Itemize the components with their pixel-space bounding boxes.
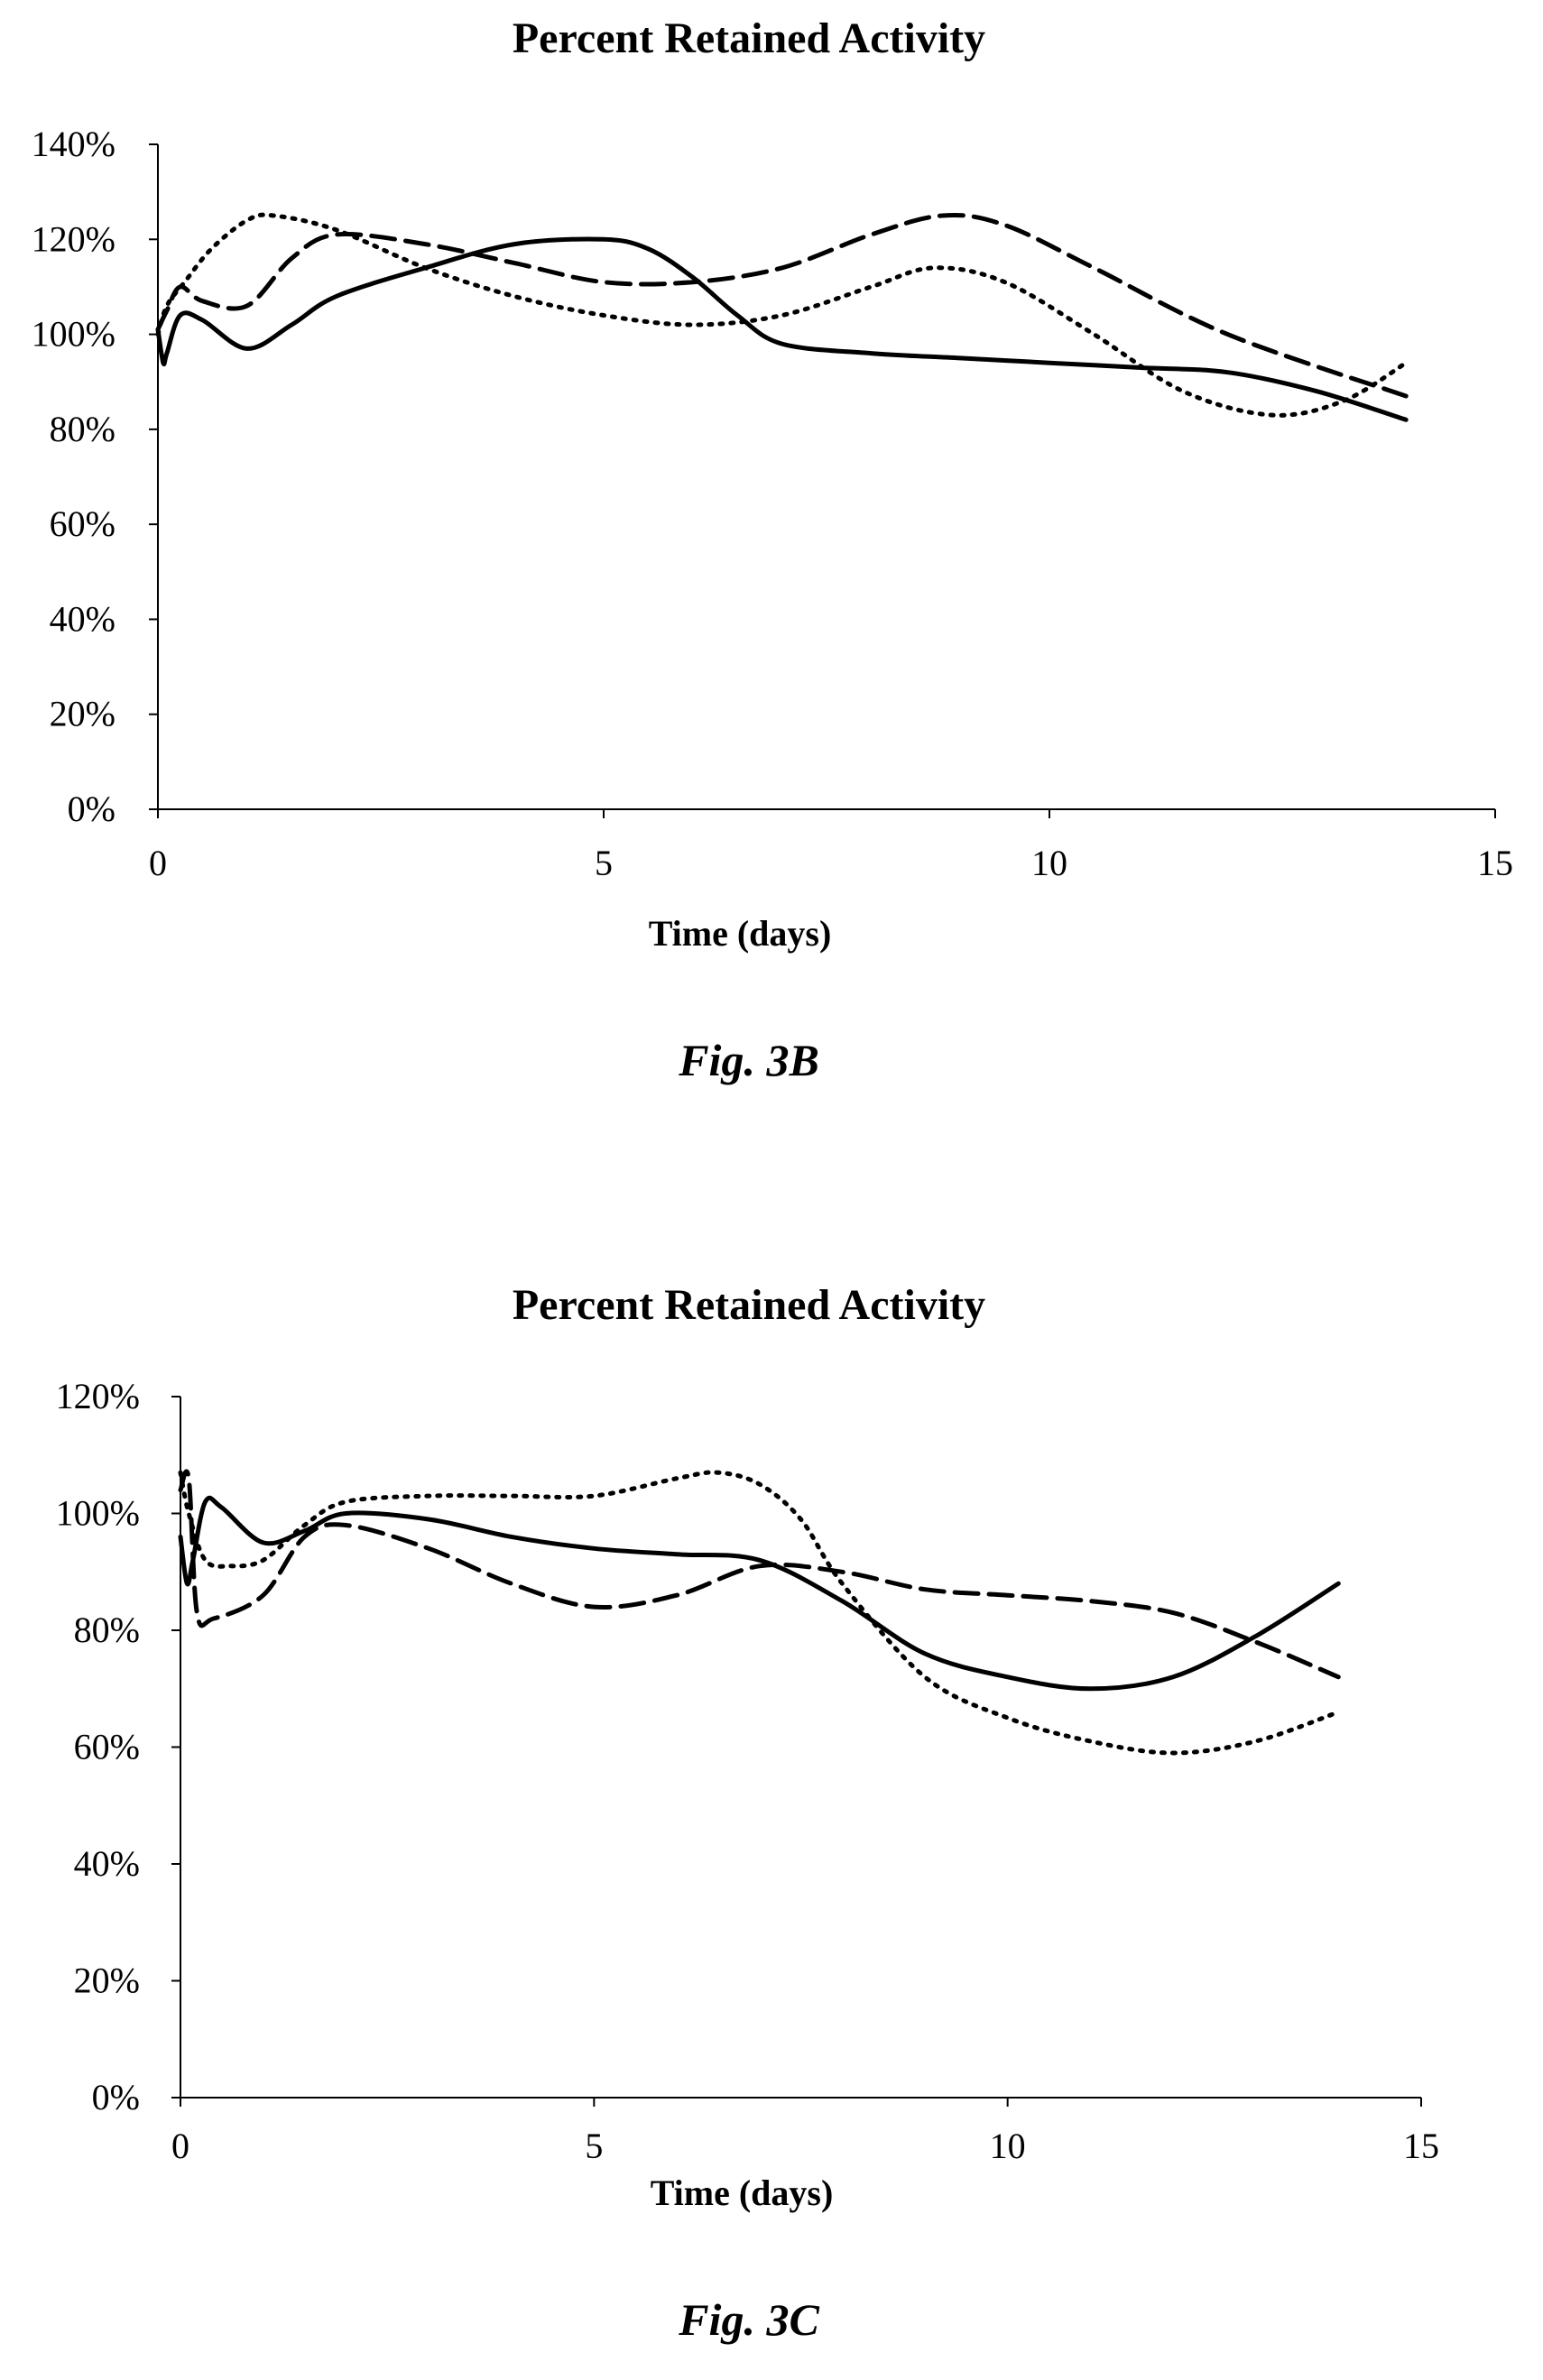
- y-tick-label: 40%: [74, 1843, 140, 1884]
- series-line-solid: [155, 236, 1409, 422]
- x-tick-label: 15: [1403, 2126, 1439, 2166]
- series-line-dashed: [178, 1469, 1341, 1680]
- y-tick-label: 40%: [50, 598, 115, 639]
- chart-fig-3c: Percent Retained Activity Time (days) Fi…: [56, 1281, 1439, 2345]
- plot-area: 0% 20% 40% 60% 80% 100% 120% 140% 0 5 10 15: [32, 124, 1513, 883]
- y-tick-label: 60%: [50, 503, 115, 544]
- figure-caption: Fig. 3C: [678, 2294, 819, 2345]
- y-tick-label: 120%: [56, 1376, 140, 1416]
- series-line-dotted: [178, 1470, 1341, 1756]
- y-tick-label: 120%: [32, 218, 115, 259]
- series-line-dashed: [155, 212, 1409, 399]
- x-tick-label: 15: [1477, 843, 1513, 883]
- figure-caption: Fig. 3B: [678, 1035, 819, 1085]
- y-tick-label: 80%: [50, 409, 115, 449]
- x-tick-label: 0: [171, 2126, 189, 2166]
- y-tick-label: 60%: [74, 1727, 140, 1767]
- x-tick-label: 5: [595, 843, 613, 883]
- y-tick-label: 100%: [32, 314, 115, 355]
- plot-area: 0% 20% 40% 60% 80% 100% 120% 0 5 10 15: [56, 1376, 1439, 2166]
- y-tick-label: 20%: [50, 694, 115, 734]
- chart-title: Percent Retained Activity: [513, 14, 985, 62]
- y-tick-label: 0%: [92, 2077, 140, 2117]
- series-line-dotted: [155, 212, 1409, 418]
- y-tick-label: 100%: [56, 1493, 140, 1534]
- series-line-solid: [178, 1495, 1341, 1692]
- chart-fig-3b: Percent Retained Activity Time (days) Fi…: [32, 14, 1513, 1085]
- chart-title: Percent Retained Activity: [513, 1281, 985, 1329]
- x-tick-label: 5: [585, 2126, 603, 2166]
- y-tick-label: 80%: [74, 1610, 140, 1650]
- x-axis-label: Time (days): [651, 2172, 834, 2213]
- y-tick-label: 140%: [32, 124, 115, 164]
- x-axis-label: Time (days): [649, 913, 832, 954]
- y-tick-label: 20%: [74, 1960, 140, 2001]
- x-tick-label: 10: [1031, 843, 1067, 883]
- x-tick-label: 0: [149, 843, 167, 883]
- x-tick-label: 10: [990, 2126, 1026, 2166]
- y-tick-label: 0%: [68, 789, 115, 829]
